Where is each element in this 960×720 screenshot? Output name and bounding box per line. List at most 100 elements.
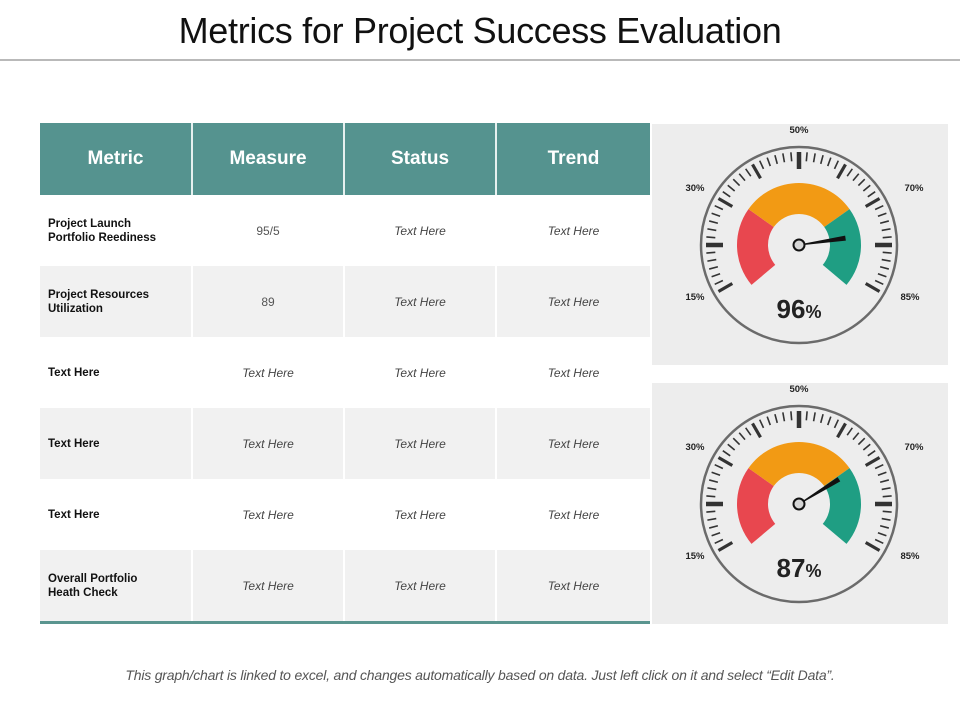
header-metric: Metric (40, 123, 192, 195)
minor-tick (852, 173, 860, 182)
minor-tick (826, 157, 832, 167)
minor-tick (706, 495, 716, 498)
cell-metric: Project Resources Utilization (40, 266, 192, 337)
minor-tick (774, 154, 779, 165)
minor-tick (758, 160, 765, 170)
major-tick (751, 422, 762, 439)
zone-green-arc (822, 468, 861, 544)
cell-measure: 89 (191, 266, 344, 337)
minor-tick (790, 411, 793, 421)
table-row: Text Here Text Here Text Here Text Here (40, 408, 650, 479)
zone-green-arc (822, 209, 861, 285)
minor-tick (881, 517, 891, 521)
metrics-table: Metric Measure Status Trend Project Laun… (40, 123, 650, 624)
minor-tick (727, 184, 736, 192)
minor-tick (877, 272, 887, 278)
zone-orange-arc (748, 442, 850, 487)
minor-tick (862, 443, 871, 451)
minor-tick (738, 173, 746, 182)
cell-metric: Text Here (40, 408, 192, 479)
minor-tick (874, 204, 884, 211)
minor-tick (877, 471, 887, 477)
cell-status: Text Here (343, 408, 496, 479)
scale-label: 85% (900, 292, 920, 303)
minor-tick (882, 510, 892, 513)
minor-tick (852, 432, 860, 441)
minor-tick (881, 487, 891, 491)
gauge-value-label: 96% (777, 294, 822, 324)
minor-tick (874, 279, 884, 286)
minor-tick (714, 204, 724, 211)
minor-tick (732, 437, 741, 446)
footnote: This graph/chart is linked to excel, and… (125, 667, 835, 683)
header-measure: Measure (191, 123, 344, 195)
cell-measure: Text Here (191, 479, 344, 550)
minor-tick (812, 412, 816, 422)
minor-tick (708, 265, 719, 270)
minor-tick (745, 168, 752, 177)
minor-tick (857, 437, 866, 446)
minor-tick (738, 432, 746, 441)
minor-tick (882, 236, 892, 239)
major-tick (751, 163, 762, 180)
table-row: Overall Portfolio Heath Check Text Here … (40, 550, 650, 624)
minor-tick (879, 524, 890, 529)
scale-label: 30% (685, 442, 705, 453)
minor-tick (862, 184, 871, 192)
cell-trend: Text Here (495, 266, 650, 337)
minor-tick (727, 443, 736, 451)
header-trend: Trend (495, 123, 650, 195)
table-row: Text Here Text Here Text Here Text Here (40, 479, 650, 550)
major-tick (864, 197, 881, 208)
minor-tick (711, 531, 721, 537)
minor-tick (706, 251, 716, 254)
minor-tick (882, 495, 892, 498)
table-row: Project Launch Portfolio Reediness 95/5 … (40, 195, 650, 266)
needle-hub (792, 497, 806, 511)
minor-tick (790, 152, 793, 162)
cell-trend: Text Here (495, 550, 650, 624)
minor-tick (707, 517, 717, 521)
minor-tick (707, 487, 717, 491)
minor-tick (745, 427, 752, 436)
minor-tick (846, 168, 853, 177)
scale-label: 15% (685, 551, 705, 562)
minor-tick (758, 419, 765, 429)
minor-tick (707, 258, 717, 262)
cell-metric: Text Here (48, 366, 100, 379)
cell-measure: Text Here (191, 337, 344, 408)
minor-tick (711, 212, 721, 218)
scale-label: 70% (904, 183, 924, 194)
cell-trend: Text Here (495, 479, 650, 550)
major-tick (864, 282, 881, 293)
gauge-panel-1: 15% 30% 50% 70% 85% 96% (652, 124, 948, 365)
minor-tick (706, 236, 716, 239)
table-row: Project Resources Utilization 89 Text He… (40, 266, 650, 337)
minor-tick (708, 479, 719, 484)
needle (804, 235, 846, 245)
minor-tick (812, 153, 816, 163)
minor-tick (846, 427, 853, 436)
minor-tick (877, 212, 887, 218)
minor-tick (874, 538, 884, 545)
cell-trend: Text Here (495, 408, 650, 479)
minor-tick (774, 413, 779, 424)
minor-tick (714, 279, 724, 286)
needle-hub (792, 238, 806, 252)
minor-tick (708, 220, 719, 225)
gauge-value-label: 87% (777, 553, 822, 583)
scale-label: 85% (900, 551, 920, 562)
major-tick (717, 541, 734, 552)
minor-tick (874, 463, 884, 470)
minor-tick (881, 258, 891, 262)
cell-status: Text Here (343, 195, 496, 266)
major-tick (717, 197, 734, 208)
gauge-1: 15% 30% 50% 70% 85% 96% (685, 125, 924, 345)
table-header-row: Metric Measure Status Trend (40, 123, 650, 195)
minor-tick (766, 416, 772, 426)
minor-tick (819, 413, 824, 424)
major-tick (864, 541, 881, 552)
major-tick (836, 422, 847, 439)
page-title: Metrics for Project Success Evaluation (178, 10, 782, 51)
minor-tick (714, 538, 724, 545)
